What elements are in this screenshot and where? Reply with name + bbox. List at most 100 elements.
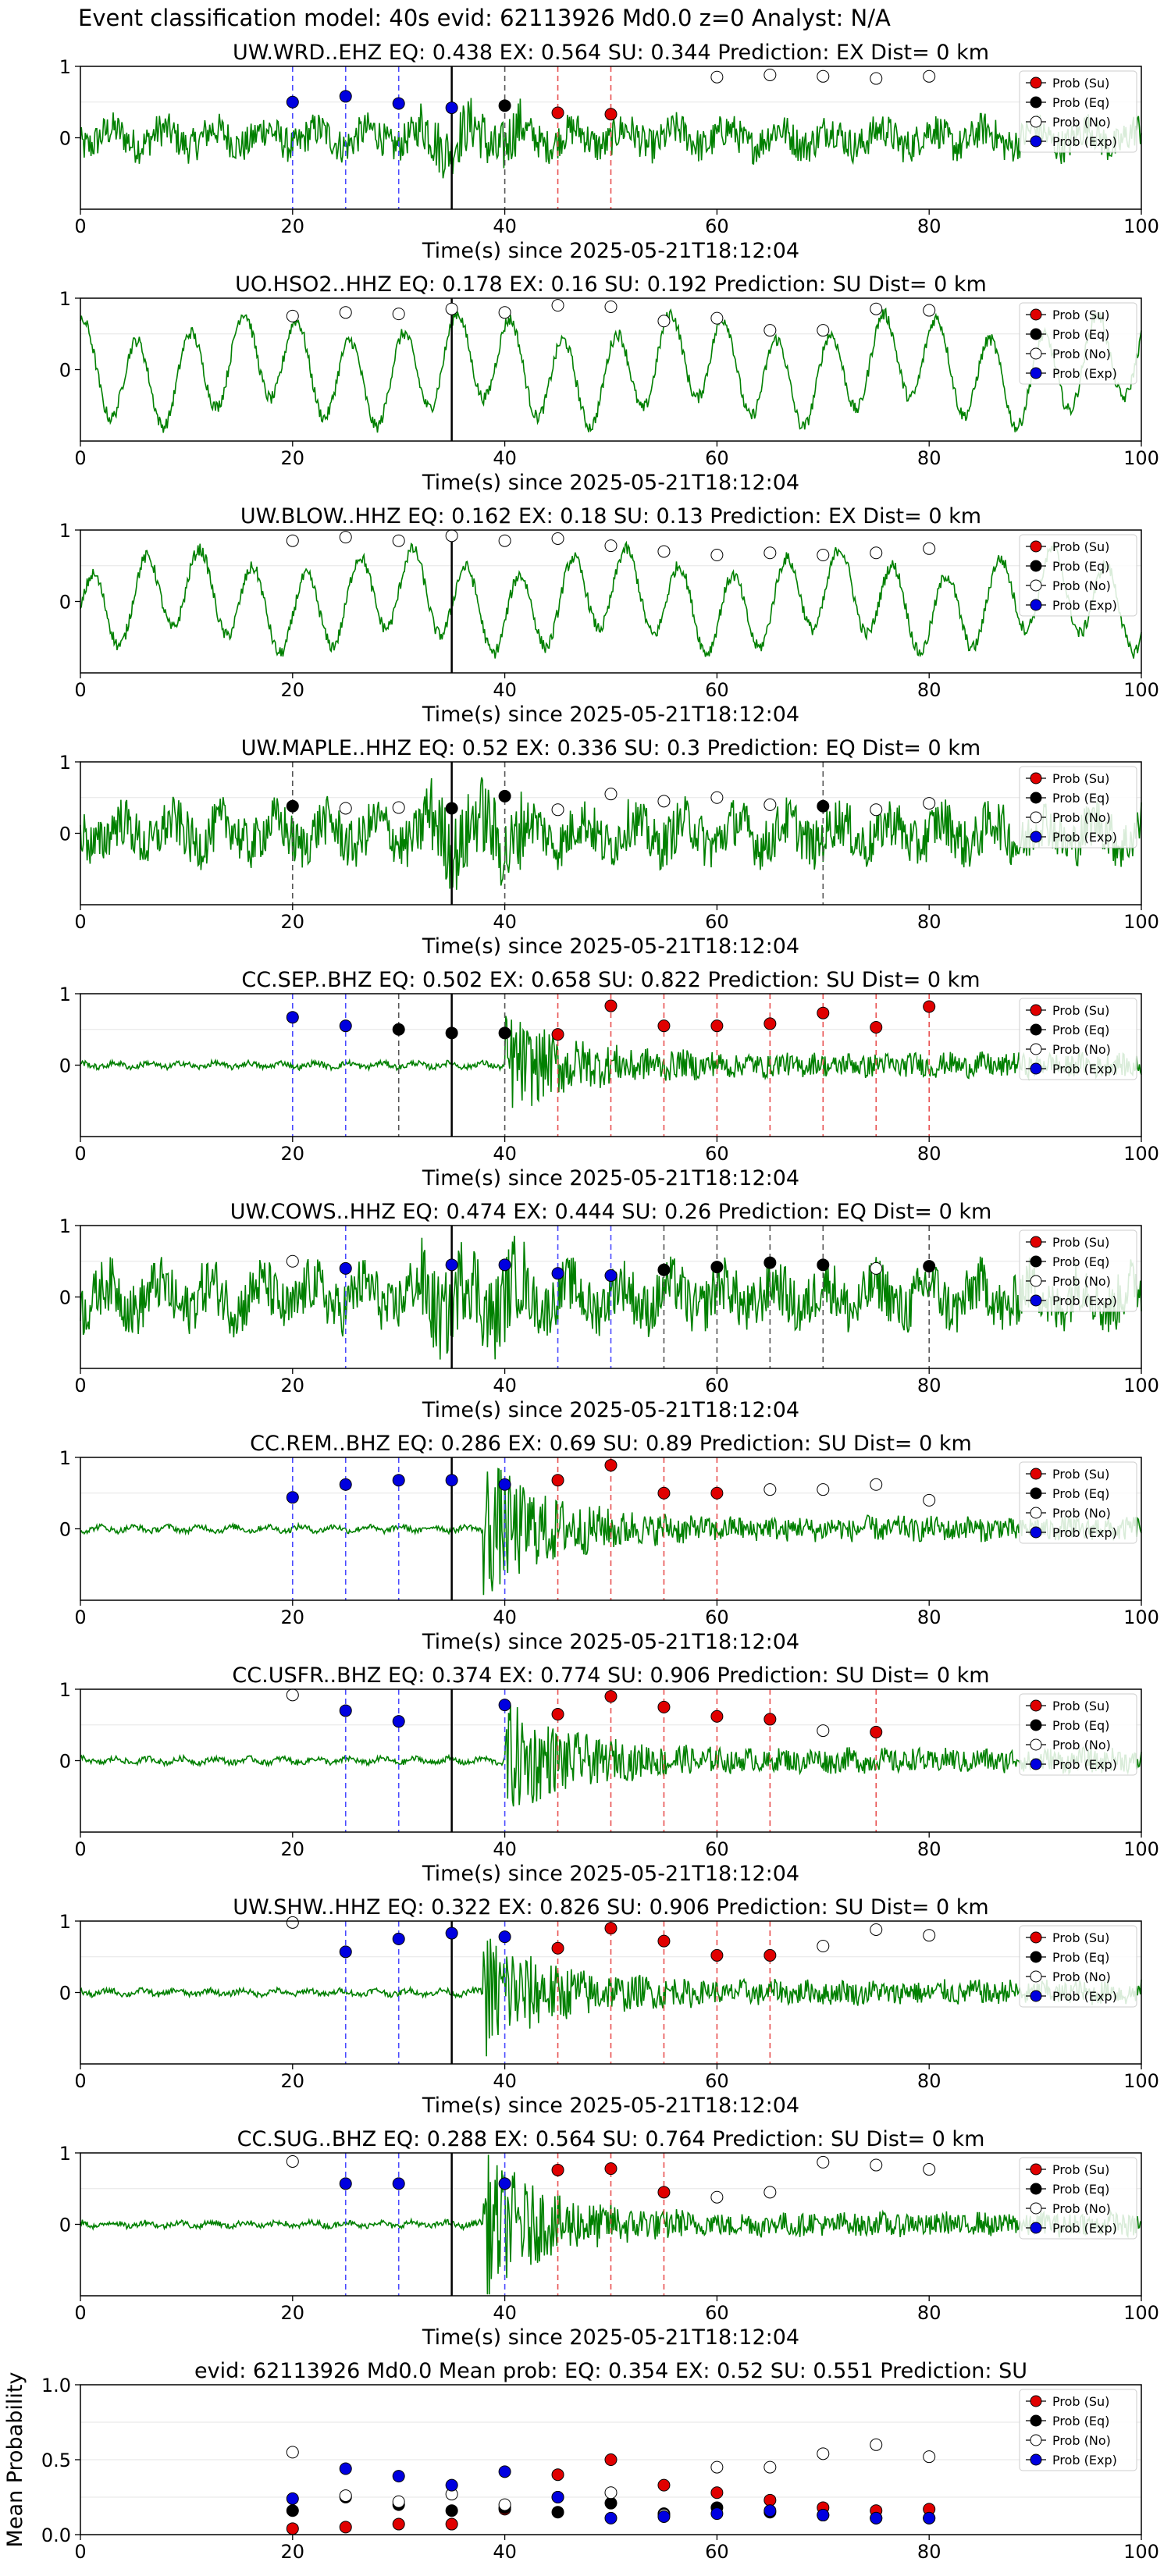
panel-title: UO.HSO2..HHZ EQ: 0.178 EX: 0.16 SU: 0.19… — [235, 272, 987, 297]
legend: Prob (Su) Prob (Eq) Prob (No) Prob (Exp) — [1019, 2157, 1137, 2240]
point-no — [870, 803, 883, 817]
x-tick-label: 20 — [281, 215, 305, 237]
x-tick-label: 80 — [917, 2541, 941, 2563]
legend-marker-exp — [1030, 831, 1042, 843]
legend-marker-eq — [1030, 328, 1042, 340]
legend-marker-su — [1030, 540, 1042, 553]
point-no — [286, 309, 299, 322]
x-tick-label: 20 — [281, 1606, 305, 1628]
x-tick-label: 60 — [705, 1838, 729, 1860]
figure-title: Event classification model: 40s evid: 62… — [78, 5, 891, 31]
point-no — [923, 797, 936, 810]
point-exp — [392, 97, 405, 110]
x-tick-label: 40 — [493, 2070, 517, 2092]
panel-5: 0 20 40 60 80 100 0 1 CC.SEP..BHZ EQ: 0.502 EX: … — [59, 968, 1159, 1190]
legend: Prob (Su) Prob (Eq) Prob (No) Prob (Exp) — [1019, 1693, 1137, 1776]
point-exp — [604, 1269, 618, 1283]
x-tick-label: 40 — [493, 2302, 517, 2324]
point-no — [817, 69, 830, 83]
y-tick-label: 0 — [59, 1983, 71, 2005]
x-tick-label: 0 — [74, 2070, 86, 2092]
legend-marker-exp — [1030, 1990, 1042, 2002]
panel-3: 0 20 40 60 80 100 0 1 UW.BLOW..HHZ EQ: 0.162 EX:… — [59, 504, 1159, 727]
y-tick-label: 0 — [59, 1055, 71, 1077]
x-tick-label: 80 — [917, 1375, 941, 1397]
legend-label: Prob (Su) — [1052, 1003, 1109, 1018]
x-tick-label: 40 — [493, 911, 517, 933]
point-no — [657, 315, 671, 328]
legend-label: Prob (Exp) — [1052, 134, 1117, 149]
y-tick-label: 0 — [59, 824, 71, 845]
point-su — [445, 2517, 458, 2531]
point-no — [498, 306, 511, 319]
x-tick-label: 20 — [281, 679, 305, 701]
point-su — [286, 2522, 299, 2535]
x-tick-label: 0 — [74, 2541, 86, 2563]
x-tick-label: 0 — [74, 679, 86, 701]
point-no — [604, 300, 618, 313]
legend-label: Prob (Su) — [1052, 539, 1109, 554]
x-tick-label: 60 — [705, 911, 729, 933]
legend: Prob (Su) Prob (Eq) Prob (No) Prob (Exp) — [1019, 766, 1137, 849]
y-tick-label: 0.5 — [41, 2450, 71, 2471]
point-su — [604, 108, 618, 121]
y-tick-label: 1 — [59, 1215, 71, 1237]
point-exp — [392, 1715, 405, 1728]
point-no — [286, 1688, 299, 1702]
point-su — [763, 1948, 777, 1962]
legend-label: Prob (Su) — [1052, 1235, 1109, 1250]
point-no — [392, 2495, 405, 2508]
legend-marker-no — [1030, 1738, 1042, 1751]
legend-marker-exp — [1030, 2222, 1042, 2234]
y-tick-label: 1 — [59, 752, 71, 774]
legend-box — [1019, 302, 1137, 385]
legend-marker-su — [1030, 1931, 1042, 1944]
point-eq — [657, 1263, 671, 1276]
panel-9: 0 20 40 60 80 100 0 1 UW.SHW..HHZ EQ: 0.322 EX: … — [59, 1895, 1159, 2118]
y-tick-label: 1.0 — [41, 2375, 71, 2396]
legend-marker-no — [1030, 1970, 1042, 1983]
legend-marker-eq — [1030, 1719, 1042, 1731]
point-no — [923, 69, 936, 83]
x-tick-label: 0 — [74, 1838, 86, 1860]
point-su — [551, 1708, 564, 1721]
legend-box — [1019, 1925, 1137, 2008]
point-su — [710, 1948, 724, 1962]
x-tick-label: 100 — [1123, 1606, 1159, 1628]
legend-label: Prob (No) — [1052, 1969, 1111, 1984]
point-no — [604, 788, 618, 801]
x-tick-label: 0 — [74, 2302, 86, 2324]
point-no — [710, 70, 724, 84]
x-tick-label: 80 — [917, 679, 941, 701]
x-tick-label: 100 — [1123, 1143, 1159, 1165]
point-su — [763, 1713, 777, 1726]
x-tick-label: 100 — [1123, 679, 1159, 701]
point-no — [817, 2155, 830, 2169]
point-exp — [870, 2511, 883, 2524]
point-su — [710, 2486, 724, 2500]
legend: Prob (Su) Prob (Eq) Prob (No) Prob (Exp) — [1019, 70, 1137, 153]
legend-label: Prob (Exp) — [1052, 1525, 1117, 1540]
x-tick-label: 80 — [917, 2070, 941, 2092]
point-no — [392, 308, 405, 321]
x-tick-label: 20 — [281, 447, 305, 469]
y-tick-label: 0 — [59, 1519, 71, 1541]
point-su — [710, 1019, 724, 1033]
point-no — [870, 1478, 883, 1491]
legend-label: Prob (Exp) — [1052, 366, 1117, 381]
point-exp — [339, 1704, 352, 1717]
legend-marker-su — [1030, 1004, 1042, 1016]
legend-marker-eq — [1030, 792, 1042, 804]
point-exp — [339, 1261, 352, 1275]
point-no — [870, 1261, 883, 1275]
point-no — [339, 802, 352, 815]
point-no — [445, 302, 458, 315]
point-no — [710, 2190, 724, 2204]
point-eq — [604, 2496, 618, 2510]
x-tick-label: 100 — [1123, 911, 1159, 933]
point-exp — [339, 1945, 352, 1959]
legend-label: Prob (Exp) — [1052, 598, 1117, 613]
point-no — [870, 72, 883, 85]
panel-title: UW.BLOW..HHZ EQ: 0.162 EX: 0.18 SU: 0.13… — [240, 504, 981, 528]
legend-marker-eq — [1030, 1255, 1042, 1268]
